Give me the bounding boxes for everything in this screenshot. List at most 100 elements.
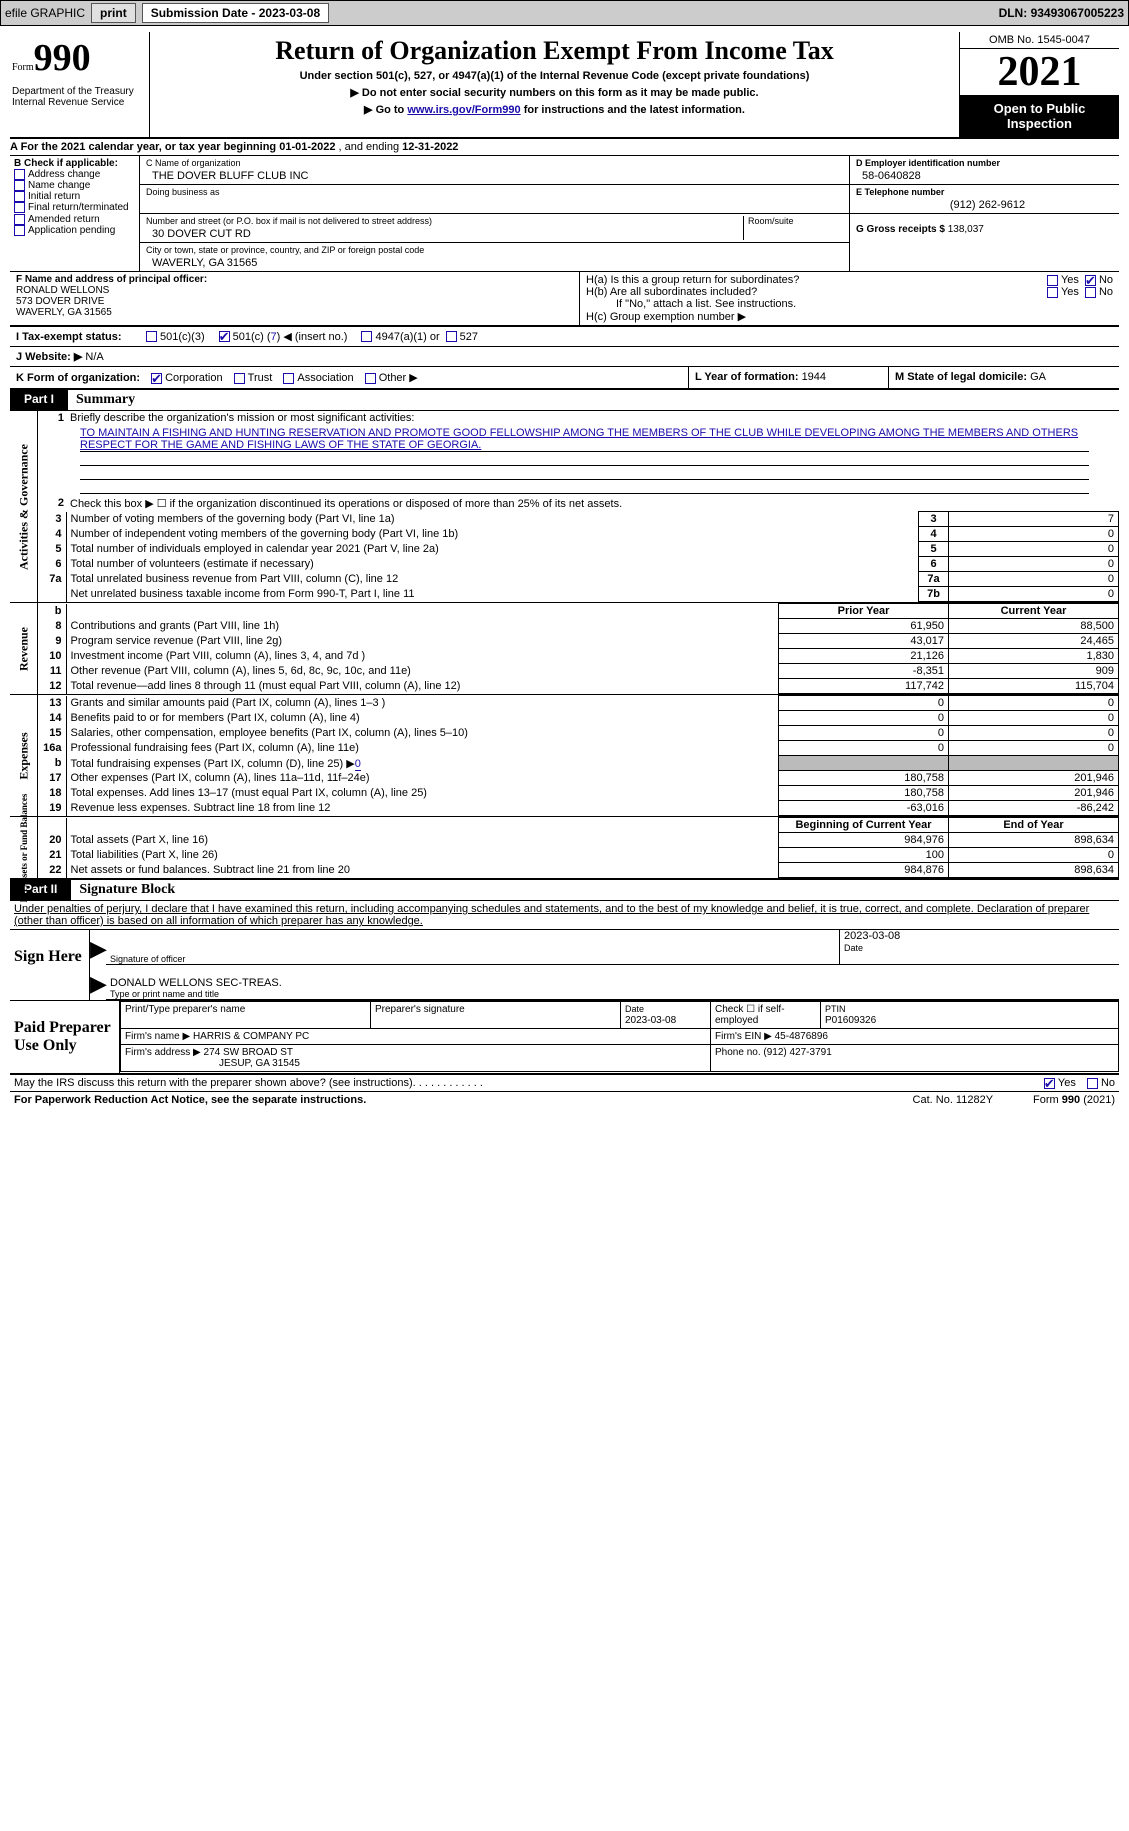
- ha-no[interactable]: [1085, 275, 1096, 286]
- line-2: 2Check this box ▶ ☐ if the organization …: [38, 496, 1119, 511]
- chk-501c3[interactable]: [146, 331, 157, 342]
- chk-527[interactable]: [446, 331, 457, 342]
- sign-here-row: Sign Here ▶ Signature of officer 2023-03…: [10, 930, 1119, 1001]
- row-j-website: J Website: ▶ N/A: [10, 347, 1119, 367]
- irs-link[interactable]: www.irs.gov/Form990: [407, 104, 520, 116]
- mission-text: TO MAINTAIN A FISHING AND HUNTING RESERV…: [38, 425, 1119, 496]
- section-activities: Activities & Governance 1Briefly describ…: [10, 411, 1119, 603]
- line-1: 1Briefly describe the organization's mis…: [38, 411, 1119, 425]
- dln: DLN: 93493067005223: [999, 6, 1124, 20]
- hb-no[interactable]: [1085, 287, 1096, 298]
- row-i-tax-status: I Tax-exempt status: 501(c)(3) 501(c) ( …: [10, 326, 1119, 347]
- section-net-assets: Net Assets or Fund Balances Beginning of…: [10, 817, 1119, 880]
- chk-501c[interactable]: [219, 331, 230, 342]
- discuss-yes[interactable]: [1044, 1078, 1055, 1089]
- col-m-state: M State of legal domicile: GA: [889, 367, 1119, 388]
- chk-address[interactable]: Address change: [14, 169, 135, 180]
- col-b-checkboxes: B Check if applicable: Address change Na…: [10, 156, 140, 271]
- chk-other[interactable]: [365, 373, 376, 384]
- cat-no: Cat. No. 11282Y: [913, 1094, 994, 1106]
- col-h: H(a) Is this a group return for subordin…: [580, 272, 1119, 325]
- form-body: Form990 Department of the Treasury Inter…: [0, 26, 1129, 1118]
- omb-number: OMB No. 1545-0047: [960, 32, 1119, 49]
- chk-initial[interactable]: Initial return: [14, 191, 135, 202]
- col-k-form-org: K Form of organization: Corporation Trus…: [10, 367, 689, 388]
- chk-final[interactable]: Final return/terminated: [14, 202, 135, 213]
- sig-arrow-icon: ▶: [90, 930, 106, 965]
- form-990-label: Form990: [12, 36, 143, 80]
- efile-label: efile GRAPHIC: [5, 6, 85, 20]
- side-net-assets: Net Assets or Fund Balances: [10, 817, 38, 878]
- col-l-year: L Year of formation: 1944: [689, 367, 889, 388]
- chk-amended[interactable]: Amended return: [14, 214, 135, 225]
- cell-dba: Doing business as: [140, 185, 849, 214]
- top-bar: efile GRAPHIC print Submission Date - 20…: [0, 0, 1129, 26]
- header-right: OMB No. 1545-0047 2021 Open to PublicIns…: [959, 32, 1119, 137]
- chk-assoc[interactable]: [283, 373, 294, 384]
- cell-street: Number and street (or P.O. box if mail i…: [140, 214, 849, 243]
- chk-4947[interactable]: [361, 331, 372, 342]
- submission-date-box: Submission Date - 2023-03-08: [142, 3, 329, 23]
- preparer-table: Print/Type preparer's name Preparer's si…: [120, 1001, 1119, 1072]
- form-title: Return of Organization Exempt From Incom…: [156, 36, 953, 66]
- cell-ein: D Employer identification number 58-0640…: [850, 156, 1119, 185]
- col-c: C Name of organization THE DOVER BLUFF C…: [140, 156, 849, 271]
- cell-city: City or town, state or province, country…: [140, 243, 849, 271]
- section-revenue: Revenue bPrior YearCurrent Year 8Contrib…: [10, 603, 1119, 695]
- col-d: D Employer identification number 58-0640…: [849, 156, 1119, 271]
- signature-officer[interactable]: Signature of officer: [106, 930, 839, 965]
- gov-table: 3Number of voting members of the governi…: [38, 511, 1119, 602]
- form-subtitle: Under section 501(c), 527, or 4947(a)(1)…: [156, 70, 953, 82]
- side-revenue: Revenue: [10, 603, 38, 694]
- open-to-public: Open to PublicInspection: [960, 95, 1119, 137]
- footer-bottom: For Paperwork Reduction Act Notice, see …: [10, 1092, 1119, 1108]
- chk-application[interactable]: Application pending: [14, 225, 135, 236]
- print-button[interactable]: print: [91, 3, 136, 23]
- room-suite-label: Room/suite: [748, 216, 843, 226]
- cell-org-name: C Name of organization THE DOVER BLUFF C…: [140, 156, 849, 185]
- goto-line: ▶ Go to www.irs.gov/Form990 for instruct…: [156, 103, 953, 116]
- declaration-text: Under penalties of perjury, I declare th…: [10, 901, 1119, 930]
- dept-treasury: Department of the Treasury: [12, 86, 143, 97]
- cell-gross: G Gross receipts $ 138,037: [850, 214, 1119, 237]
- header-row: Form990 Department of the Treasury Inter…: [10, 32, 1119, 139]
- row-fh: F Name and address of principal officer:…: [10, 272, 1119, 326]
- chk-corp[interactable]: [151, 373, 162, 384]
- printed-name: DONALD WELLONS SEC-TREAS.Type or print n…: [106, 965, 1119, 1000]
- form-990-2021: Form 990 (2021): [1033, 1094, 1115, 1106]
- signature-date: 2023-03-08Date: [839, 930, 1119, 965]
- section-expenses: Expenses 13Grants and similar amounts pa…: [10, 695, 1119, 817]
- hc-label: H(c) Group exemption number ▶: [586, 310, 1113, 323]
- header-left: Form990 Department of the Treasury Inter…: [10, 32, 150, 137]
- header-mid: Return of Organization Exempt From Incom…: [150, 32, 959, 137]
- part-ii-bar: Part II Signature Block: [10, 880, 1119, 901]
- tax-year: 2021: [960, 49, 1119, 95]
- part-i-bar: Part I Summary: [10, 390, 1119, 411]
- row-klm: K Form of organization: Corporation Trus…: [10, 367, 1119, 390]
- expenses-table: 13Grants and similar amounts paid (Part …: [38, 695, 1119, 816]
- footer-discuss: May the IRS discuss this return with the…: [10, 1075, 1119, 1092]
- col-f-officer: F Name and address of principal officer:…: [10, 272, 580, 325]
- ha-yes[interactable]: [1047, 275, 1058, 286]
- h-note: If "No," attach a list. See instructions…: [586, 298, 1113, 310]
- irs-label: Internal Revenue Service: [12, 97, 143, 108]
- hb-label: H(b) Are all subordinates included?: [586, 286, 1047, 298]
- paid-preparer-row: Paid Preparer Use Only Print/Type prepar…: [10, 1001, 1119, 1075]
- sig-arrow-icon-2: ▶: [90, 965, 106, 1000]
- hb-yes[interactable]: [1047, 287, 1058, 298]
- pra-notice: For Paperwork Reduction Act Notice, see …: [14, 1094, 366, 1106]
- cell-phone: E Telephone number (912) 262-9612: [850, 185, 1119, 214]
- sign-here-label: Sign Here: [10, 930, 90, 1000]
- ssn-warning: ▶ Do not enter social security numbers o…: [156, 86, 953, 99]
- revenue-table: bPrior YearCurrent Year 8Contributions a…: [38, 603, 1119, 694]
- chk-name[interactable]: Name change: [14, 180, 135, 191]
- paid-preparer-label: Paid Preparer Use Only: [10, 1001, 120, 1073]
- netassets-table: Beginning of Current YearEnd of Year 20T…: [38, 817, 1119, 878]
- row-a-tax-year: A For the 2021 calendar year, or tax yea…: [10, 139, 1119, 156]
- row-bc: B Check if applicable: Address change Na…: [10, 156, 1119, 272]
- side-activities: Activities & Governance: [10, 411, 38, 602]
- ha-label: H(a) Is this a group return for subordin…: [586, 274, 1047, 286]
- col-b-title: B Check if applicable:: [14, 158, 135, 169]
- chk-trust[interactable]: [234, 373, 245, 384]
- discuss-no[interactable]: [1087, 1078, 1098, 1089]
